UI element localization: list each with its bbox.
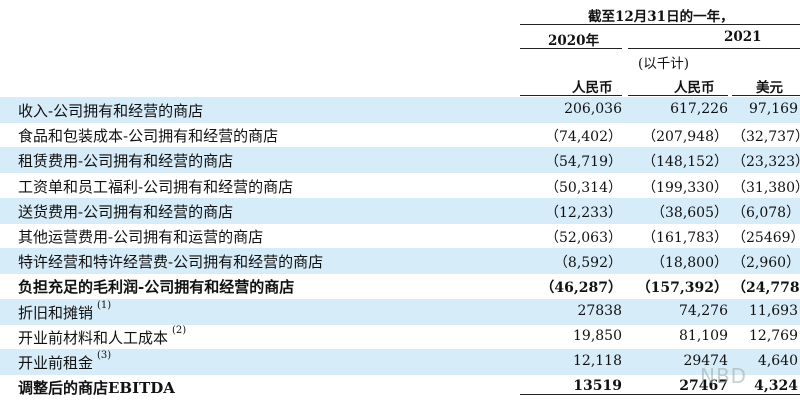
footnote-marker: (2) bbox=[172, 324, 187, 336]
value-2020-rmb: 12,118 bbox=[573, 353, 622, 369]
row-label: 折旧和摊销 (1) bbox=[18, 299, 112, 323]
row-label-text: 开业前材料和人工成本 bbox=[18, 328, 169, 347]
row-label: 送货费用-公司拥有和经营的商店 bbox=[18, 201, 233, 222]
period-underline bbox=[520, 24, 800, 25]
row-label-text: 其他运营费用-公司拥有和运营的商店 bbox=[18, 228, 264, 246]
value-2020-rmb: 206,036 bbox=[564, 101, 622, 117]
value-2021-rmb: （38,605） bbox=[651, 204, 728, 221]
value-2021-usd: 4,640 bbox=[757, 353, 798, 369]
row-label: 收入-公司拥有和经营的商店 bbox=[18, 100, 203, 121]
value-2021-usd: （24,778） bbox=[732, 280, 800, 297]
value-2020-rmb: （50,314） bbox=[545, 179, 622, 196]
row-label-text: 送货费用-公司拥有和经营的商店 bbox=[18, 202, 234, 221]
table-row: 特许经营和特许经营费-公司拥有和经营的商店 （8,592） （18,800） （2,9… bbox=[0, 248, 800, 275]
row-label: 工资单和员工福利-公司拥有和经营的商店 bbox=[18, 176, 293, 197]
value-2021-usd: 97,169 bbox=[749, 101, 798, 117]
value-2020-rmb: （8,592） bbox=[553, 255, 622, 272]
row-label: 开业前租金 (3) bbox=[18, 350, 112, 373]
value-2021-usd: （23,323） bbox=[732, 154, 800, 171]
row-label-text: 调整后的商店EBITDA bbox=[18, 379, 175, 398]
row-label: 开业前材料和人工成本 (2) bbox=[18, 324, 187, 348]
row-label-text: 折旧和摊销 bbox=[18, 303, 94, 322]
currency-rmb-2021-header: 人民币 bbox=[674, 80, 715, 96]
value-2021-rmb: （18,800） bbox=[651, 255, 728, 272]
value-2021-rmb: （148,152） bbox=[642, 154, 728, 171]
value-2020-rmb: （12,233） bbox=[545, 204, 622, 221]
value-2021-usd: 4,324 bbox=[754, 378, 798, 395]
value-2021-rmb: 74,276 bbox=[679, 302, 728, 319]
watermark-logo: NBD bbox=[700, 364, 748, 388]
table-row: 调整后的商店EBITDA 13519 27467 4,324 bbox=[0, 374, 800, 400]
value-2021-rmb: （207,948） bbox=[642, 129, 728, 146]
row-label-text: 负担充足的毛利润-公司拥有和经营的商店 bbox=[18, 278, 295, 297]
value-2020-rmb: （54,719） bbox=[545, 154, 622, 171]
row-label-text: 特许经营和特许经营费-公司拥有和经营的商店 bbox=[18, 253, 324, 272]
row-label-text: 开业前租金 bbox=[18, 354, 94, 372]
currency-usd-header: 美元 bbox=[756, 80, 783, 96]
value-2021-rmb: 29474 bbox=[683, 353, 728, 369]
table-row: 负担充足的毛利润-公司拥有和经营的商店 （46,287） （157,392） （24,… bbox=[0, 273, 800, 299]
row-label: 调整后的商店EBITDA bbox=[18, 377, 175, 398]
table-row: 开业前租金 (3) 12,118 29474 4,640 bbox=[0, 349, 800, 375]
total-top-rule bbox=[520, 394, 800, 395]
value-2021-usd: 12,769 bbox=[749, 327, 798, 344]
value-2020-rmb: 19,850 bbox=[573, 327, 622, 344]
value-2020-rmb: （52,063） bbox=[545, 230, 622, 246]
table-row: 食品和包装成本-公司拥有和经营的商店 （74,402） （207,948） （32,7… bbox=[0, 122, 800, 148]
value-2021-rmb: 617,226 bbox=[670, 101, 728, 117]
thousands-note: (以千计) bbox=[638, 56, 690, 72]
year-2020-header: 2020年 bbox=[548, 33, 600, 49]
table-row: 送货费用-公司拥有和经营的商店 （12,233） （38,605） （6,078） bbox=[0, 197, 800, 224]
row-label-text: 工资单和员工福利-公司拥有和经营的商店 bbox=[18, 177, 294, 196]
value-2021-usd: （2,960） bbox=[732, 255, 800, 272]
currency-underline-2020 bbox=[520, 95, 622, 96]
value-2021-usd: （25469） bbox=[732, 230, 800, 246]
year-2020-underline bbox=[520, 48, 622, 49]
table-row: 折旧和摊销 (1) 27838 74,276 11,693 bbox=[0, 298, 800, 325]
value-2021-usd: 11,693 bbox=[749, 302, 798, 319]
year-2021-underline bbox=[628, 48, 800, 49]
value-2021-usd: （31,380） bbox=[732, 179, 800, 196]
table-row: 开业前材料和人工成本 (2) 19,850 81,109 12,769 bbox=[0, 324, 800, 350]
row-label-text: 收入-公司拥有和经营的商店 bbox=[18, 102, 204, 120]
period-header: 截至12月31日的一年， bbox=[588, 9, 734, 25]
value-2021-rmb: 81,109 bbox=[679, 327, 728, 344]
row-label: 租赁费用-公司拥有和经营的商店 bbox=[18, 150, 233, 171]
row-label: 食品和包装成本-公司拥有和经营的商店 bbox=[18, 125, 278, 146]
value-2020-rmb: 13519 bbox=[573, 378, 622, 395]
value-2020-rmb: 27838 bbox=[577, 302, 622, 319]
value-2021-usd: （32,737） bbox=[732, 129, 800, 146]
table-row: 收入-公司拥有和经营的商店 206,036 617,226 97,169 bbox=[0, 97, 800, 123]
row-label: 其他运营费用-公司拥有和运营的商店 bbox=[18, 226, 263, 247]
table-row: 工资单和员工福利-公司拥有和经营的商店 （50,314） （199,330） （31,… bbox=[0, 173, 800, 199]
row-label: 负担充足的毛利润-公司拥有和经营的商店 bbox=[18, 276, 294, 297]
footnote-marker: (1) bbox=[97, 299, 112, 311]
row-label-text: 租赁费用-公司拥有和经营的商店 bbox=[18, 152, 234, 171]
table-row: 其他运营费用-公司拥有和运营的商店 （52,063） （161,783） （25469… bbox=[0, 223, 800, 249]
row-label-text: 食品和包装成本-公司拥有和经营的商店 bbox=[18, 127, 279, 146]
currency-underline-2021-rmb bbox=[628, 95, 728, 96]
value-2021-usd: （6,078） bbox=[732, 204, 800, 221]
value-2021-rmb: （199,330） bbox=[642, 179, 728, 196]
value-2021-rmb: 27467 bbox=[679, 378, 728, 395]
year-2021-header: 2021 bbox=[724, 29, 762, 45]
value-2020-rmb: （74,402） bbox=[545, 129, 622, 146]
currency-rmb-2020-header: 人民币 bbox=[572, 80, 613, 96]
currency-underline-usd bbox=[732, 95, 800, 96]
footnote-marker: (3) bbox=[97, 350, 112, 361]
table-row: 租赁费用-公司拥有和经营的商店 （54,719） （148,152）（23,323） bbox=[0, 147, 800, 174]
value-2021-rmb: （161,783） bbox=[642, 230, 728, 246]
row-label: 特许经营和特许经营费-公司拥有和经营的商店 bbox=[18, 251, 323, 272]
value-2020-rmb: （46,287） bbox=[540, 280, 622, 297]
value-2021-rmb: （157,392） bbox=[636, 280, 728, 297]
